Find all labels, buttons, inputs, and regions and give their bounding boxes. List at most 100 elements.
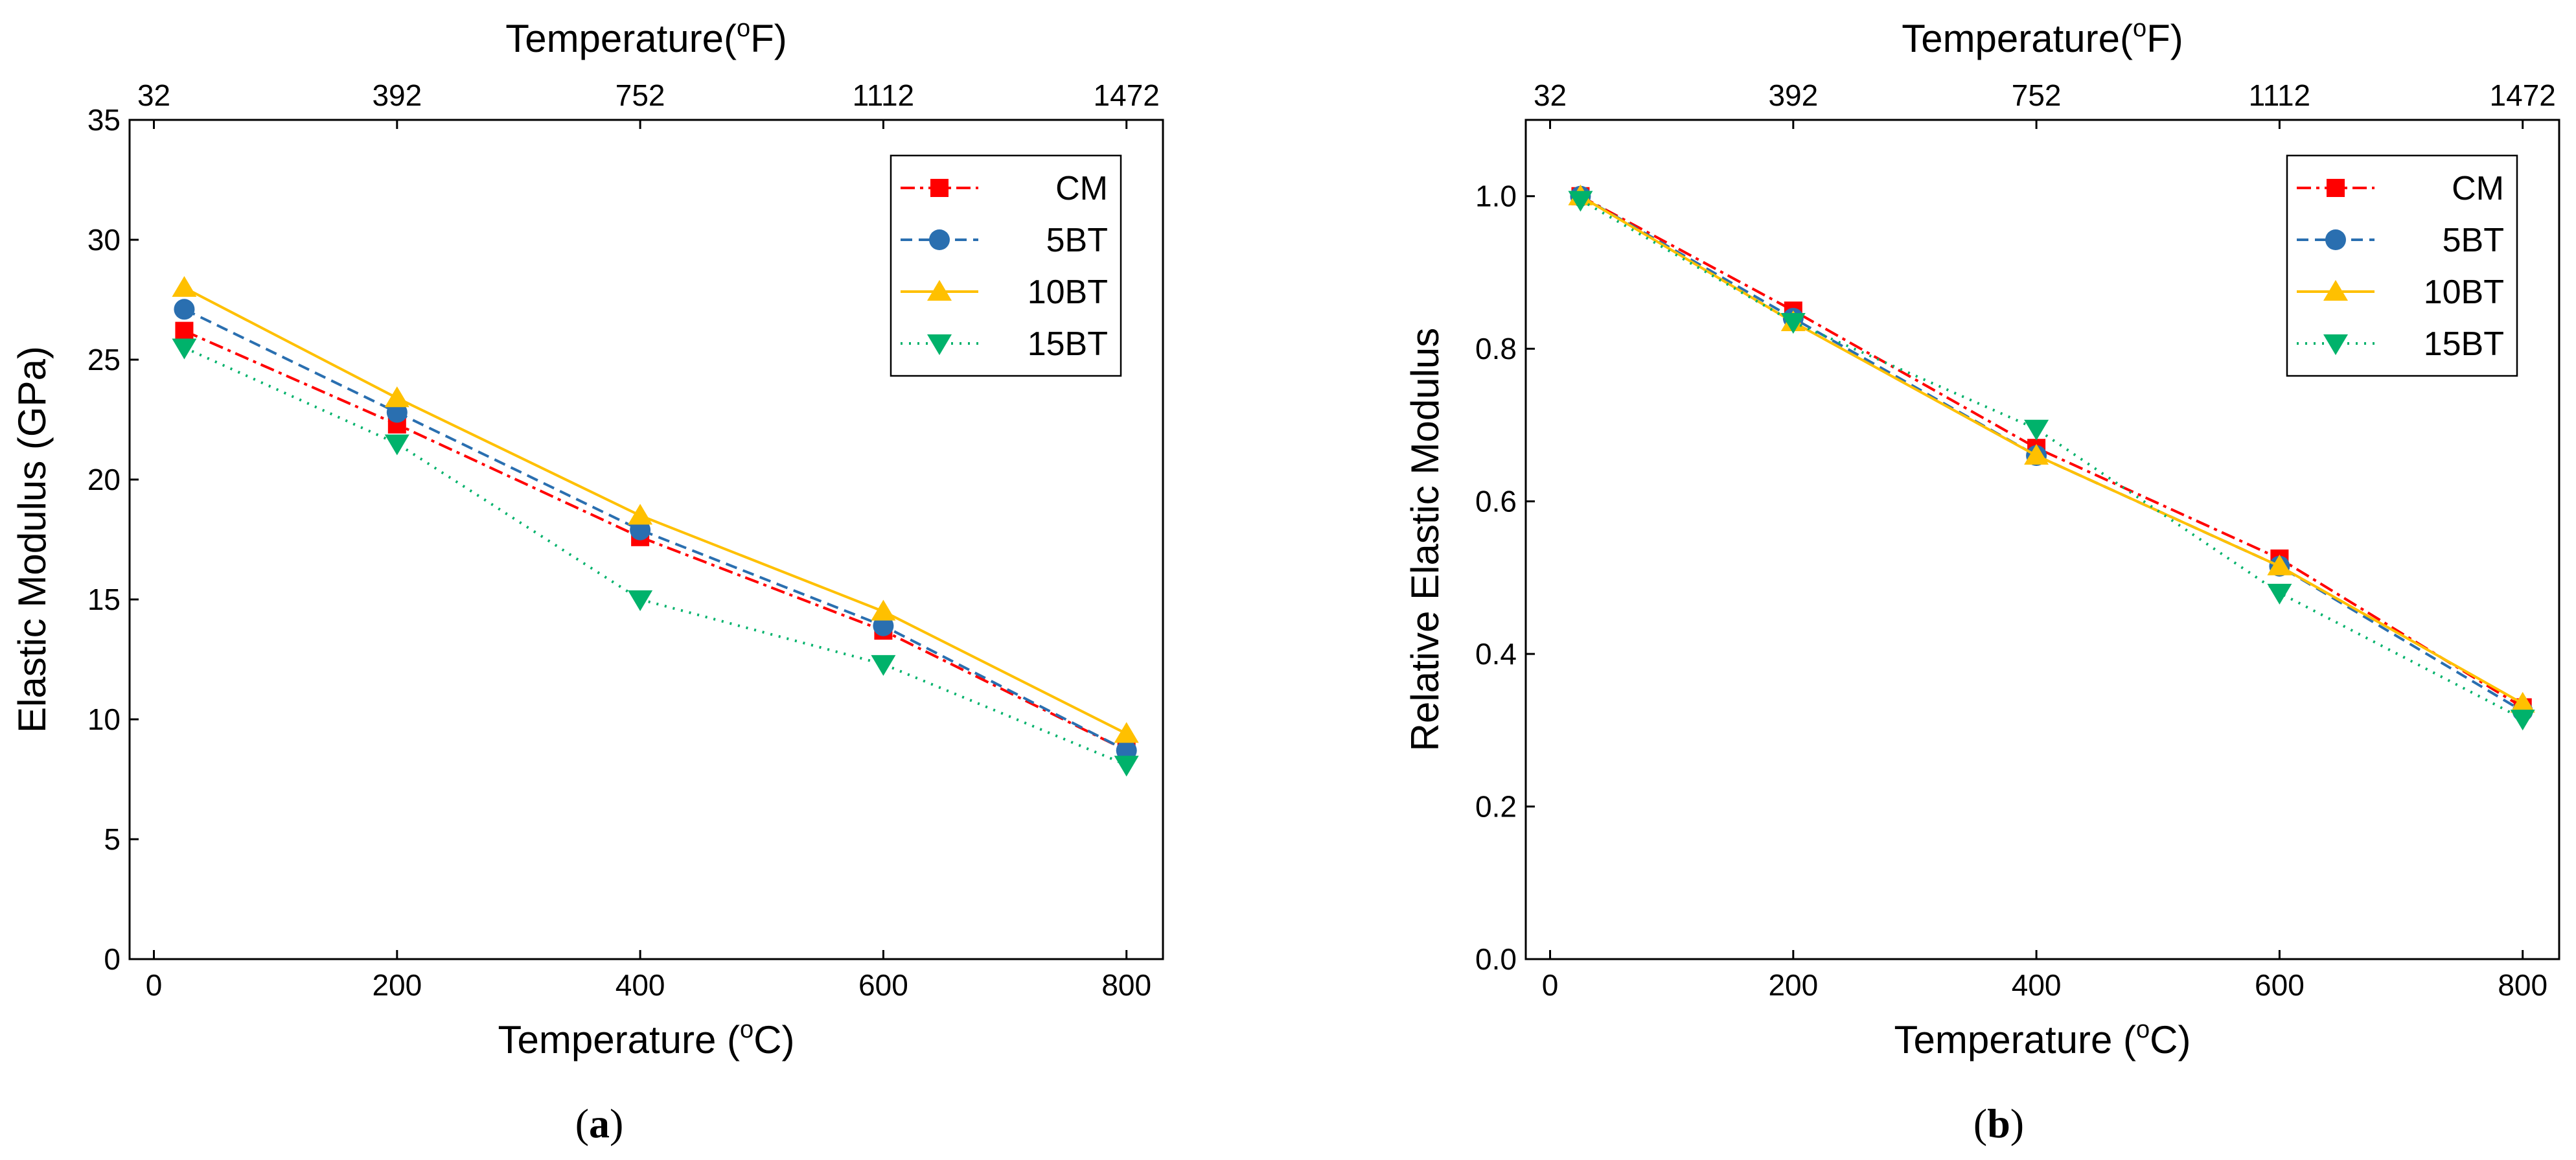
x-axis-title-prefix: Temperature ( — [498, 1018, 740, 1061]
x-tick-label: 400 — [2012, 968, 2062, 1002]
x2-tick-label: 1112 — [2249, 78, 2311, 112]
chart-panel-b: 0 200 400 600 800 32 392 752 1112 1472 0.0 0.2 0.4 0.… — [1403, 15, 2560, 1146]
data-point-10BT — [628, 504, 653, 525]
panel-caption-letter: a — [589, 1100, 610, 1146]
data-point-5BT — [1116, 740, 1137, 761]
x-tick-label: 200 — [1768, 968, 1818, 1002]
x-tick-label: 200 — [372, 968, 422, 1002]
panel-caption: (b) — [1973, 1100, 2024, 1146]
x2-axis-title-degree: o — [737, 15, 750, 42]
legend-marker-15BT — [2323, 334, 2348, 355]
data-point-15BT — [871, 655, 896, 676]
data-point-CM — [175, 321, 194, 340]
legend: CM 5BT 10BT 15BT — [890, 154, 1122, 377]
data-point-15BT — [2024, 419, 2049, 441]
x-axis-title-prefix: Temperature ( — [1894, 1018, 2136, 1061]
legend: CM 5BT 10BT 15BT — [2286, 154, 2518, 377]
legend-marker-10BT — [2323, 280, 2348, 301]
y-tick-label: 25 — [87, 343, 121, 377]
plot-frame — [1524, 119, 2560, 960]
legend-label-10BT: 10BT — [2424, 273, 2504, 311]
x2-tick-label: 1112 — [853, 78, 915, 112]
x-axis-title-unit: C) — [2150, 1018, 2191, 1061]
x2-axis-title-prefix: Temperature( — [505, 17, 737, 60]
x2-axis-title: Temperature(oF) — [505, 15, 787, 60]
series-15BT — [172, 338, 1139, 777]
y-tick-label: 20 — [87, 463, 121, 496]
y-tick-label: 30 — [87, 223, 121, 257]
x-tick-label: 800 — [2498, 968, 2547, 1002]
data-point-15BT — [1114, 756, 1139, 777]
legend-marker-10BT — [927, 280, 952, 301]
legend-marker-CM — [930, 179, 949, 197]
data-point-10BT — [2024, 444, 2049, 465]
data-point-10BT — [871, 599, 896, 621]
data-point-15BT — [384, 434, 409, 456]
series-line-5BT — [1580, 194, 2524, 713]
x2-tick-label: 1472 — [1094, 78, 1160, 112]
data-point-15BT — [2267, 583, 2292, 605]
data-point-10BT — [172, 276, 197, 297]
x2-axis-title-prefix: Temperature( — [1902, 17, 2133, 60]
panel-caption: (a) — [575, 1100, 624, 1146]
legend-marker-5BT — [2325, 229, 2346, 250]
legend-marker-15BT — [927, 334, 952, 355]
x-axis-title-unit: C) — [753, 1018, 794, 1061]
data-point-5BT — [386, 402, 408, 423]
y-tick-label: 0 — [104, 942, 121, 976]
y-tick-label: 0.8 — [1475, 332, 1517, 365]
legend-label-15BT: 15BT — [1028, 325, 1108, 363]
x2-tick-label: 32 — [1534, 78, 1567, 112]
data-point-10BT — [2267, 554, 2292, 575]
legend-label-5BT: 5BT — [2443, 222, 2504, 259]
legend-label-CM: CM — [1055, 170, 1108, 207]
chart-panel-a: 0 200 400 600 800 32 392 752 1112 1472 0 5 10 15 20 25 3… — [10, 15, 1164, 1146]
x2-axis-title-unit: F) — [2146, 17, 2183, 60]
y-tick-label: 10 — [87, 702, 121, 736]
legend-marker-5BT — [929, 229, 950, 250]
legend-label-10BT: 10BT — [1028, 273, 1108, 311]
legend-label-CM: CM — [2452, 170, 2504, 207]
y-tick-label: 35 — [87, 103, 121, 137]
x-tick-label: 400 — [615, 968, 665, 1002]
data-point-10BT — [384, 386, 409, 408]
panel-caption-letter: b — [1987, 1100, 2010, 1146]
x-tick-label: 800 — [1101, 968, 1151, 1002]
plot-frame — [128, 119, 1164, 960]
data-point-15BT — [2510, 710, 2535, 731]
series-line-5BT — [183, 308, 1127, 752]
x-tick-label: 600 — [2255, 968, 2305, 1002]
x-axis-title: Temperature (oC) — [1894, 1016, 2191, 1061]
y-tick-label: 5 — [104, 822, 121, 856]
data-point-15BT — [172, 338, 197, 360]
x-axis-title: Temperature (oC) — [498, 1016, 795, 1061]
data-point-5BT — [873, 615, 894, 636]
y-tick-label: 1.0 — [1475, 180, 1517, 213]
data-point-15BT — [1780, 312, 1806, 334]
series-CM — [175, 321, 1136, 760]
x2-tick-label: 392 — [1768, 78, 1818, 112]
series-15BT — [1568, 191, 2535, 731]
x-axis-title-degree: o — [740, 1016, 753, 1043]
y-tick-label: 0.6 — [1475, 485, 1517, 518]
x-axis-title-degree: o — [2136, 1016, 2150, 1043]
series-line-15BT — [183, 346, 1127, 767]
x2-tick-label: 32 — [137, 78, 170, 112]
y-tick-label: 15 — [87, 583, 121, 616]
x2-axis-title-degree: o — [2133, 15, 2146, 42]
y-tick-label: 0.0 — [1475, 942, 1517, 976]
x2-tick-label: 1472 — [2490, 78, 2556, 112]
data-point-15BT — [628, 590, 653, 611]
x2-axis-title: Temperature(oF) — [1902, 15, 2183, 60]
data-point-10BT — [1114, 722, 1139, 743]
legend-label-15BT: 15BT — [2424, 325, 2504, 363]
y-tick-label: 0.4 — [1475, 637, 1517, 671]
series-line-CM — [183, 329, 1127, 752]
x-tick-label: 0 — [1542, 968, 1559, 1002]
y-axis-title: Relative Elastic Modulus — [1403, 328, 1447, 752]
legend-box — [890, 154, 1122, 377]
series-5BT — [174, 299, 1137, 761]
x-tick-label: 600 — [858, 968, 908, 1002]
legend-marker-CM — [2327, 179, 2345, 197]
